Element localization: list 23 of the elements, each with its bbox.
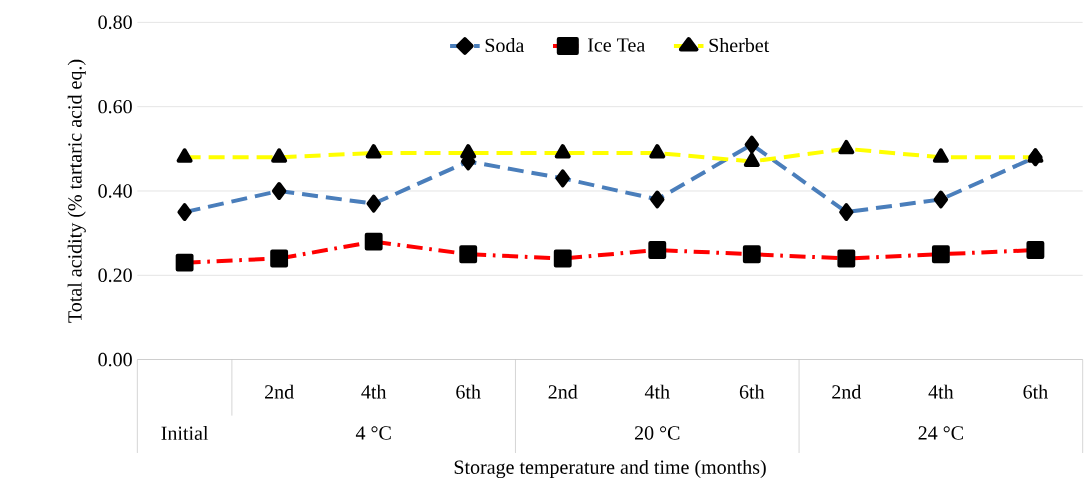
y-axis-title: Total acidity (% tartaric acid eq.) (67, 59, 86, 323)
x-tick-label: 2nd (832, 384, 862, 399)
y-tick-label: 0.20 (98, 268, 132, 283)
y-tick-label: 0.00 (98, 352, 132, 367)
text: 24 °C (918, 426, 963, 440)
x-tick-label: 4th (928, 384, 954, 399)
legend-label: Soda (485, 38, 525, 53)
x-axis-title: Storage temperature and time (months) (454, 459, 766, 479)
y-tick-label: 0.40 (98, 184, 132, 198)
text: 4 °C (355, 426, 391, 440)
legend-label: Sherbet (709, 38, 770, 53)
text: 20 °C (634, 426, 680, 440)
y-tick-label: 0.80 (98, 15, 132, 30)
x-tick-label: 6th (456, 384, 481, 399)
text: Initial (161, 425, 209, 441)
x-tick-label: 2nd (265, 384, 294, 399)
y-tick-label: 0.60 (98, 99, 132, 114)
x-tick-label: 4th (361, 384, 387, 399)
x-tick-label: 2nd (548, 384, 578, 399)
x-tick-label: 4th (644, 384, 670, 399)
x-tick-label: 6th (1023, 384, 1048, 399)
x-tick-label: 6th (739, 384, 765, 399)
legend-label: Ice Tea (587, 38, 645, 52)
